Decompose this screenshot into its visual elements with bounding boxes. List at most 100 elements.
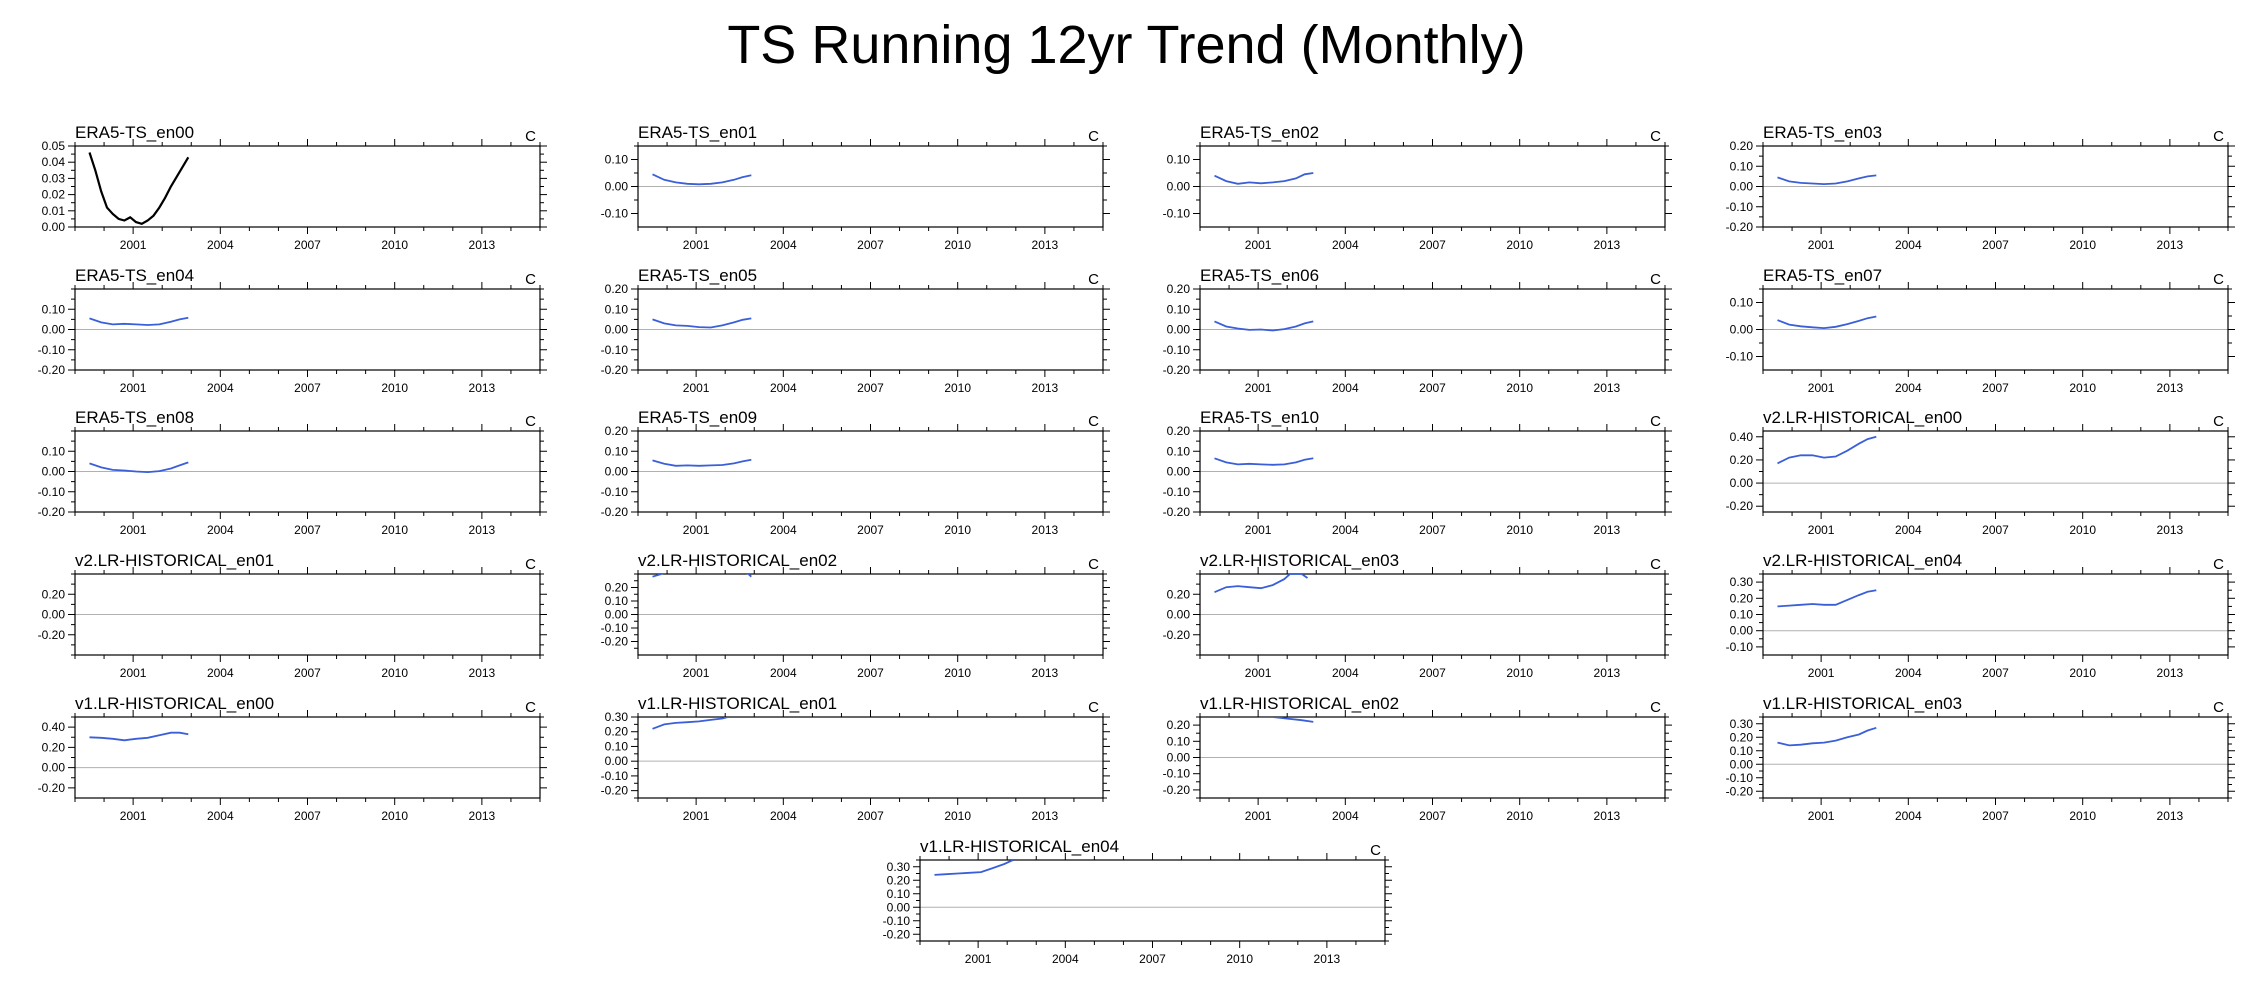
panel-v2.LR-HISTORICAL_en04: 2001 2004 2007 2010 2013 -0.10 0.00 0.10 0.20 0.3… [1726,551,2235,680]
panel-title: ERA5-TS_en01 [638,123,757,142]
series-line-ERA5-TS_en06 [1214,320,1314,332]
x-tick-label: 2001 [1245,666,1272,680]
y-tick-label: -0.20 [1726,220,1754,234]
panel-unit: C [525,699,536,716]
y-tick-label: -0.20 [38,781,66,795]
y-tick-label: -0.20 [1726,499,1754,513]
y-tick-label: -0.20 [1163,505,1191,519]
y-tick-label: -0.10 [1163,343,1191,357]
y-tick-label: 0.00 [42,220,66,234]
x-tick-label: 2007 [1982,381,2009,395]
y-tick-label: 0.10 [1167,153,1191,167]
y-tick-label: -0.20 [601,635,629,649]
plot-frame [74,716,541,799]
series-line-v1.LR-HISTORICAL_en00 [89,731,189,742]
x-tick-label: 2001 [1245,238,1272,252]
x-tick-label: 2013 [1314,952,1341,966]
panel-ERA5-TS_en00: 2001 2004 2007 2010 2013 0.00 0.01 0.02 0.03 0.04… [42,123,547,252]
y-tick-label: -0.20 [38,363,66,377]
y-tick-label: -0.20 [883,927,911,941]
x-tick-label: 2007 [857,809,884,823]
y-tick-label: 0.00 [605,323,629,337]
x-tick-label: 2004 [207,666,234,680]
x-tick-label: 2001 [1808,809,1835,823]
panel-title: ERA5-TS_en02 [1200,123,1319,142]
x-tick-label: 2010 [944,809,971,823]
y-tick-label: 0.00 [42,465,66,479]
x-tick-label: 2001 [683,238,710,252]
x-tick-label: 2007 [294,238,321,252]
panel-unit: C [2213,128,2224,145]
plot-frame [74,145,541,228]
series-line-v2.LR-HISTORICAL_en04 [1777,589,1877,608]
x-tick-label: 2007 [857,381,884,395]
x-tick-label: 2004 [207,809,234,823]
panel-title: ERA5-TS_en03 [1763,123,1882,142]
series-line-v1.LR-HISTORICAL_en04 [934,860,1014,876]
panel-ERA5-TS_en04: 2001 2004 2007 2010 2013 -0.20 -0.10 0.00 0.10 ER… [38,266,547,395]
x-tick-label: 2010 [1506,381,1533,395]
x-tick-label: 2010 [1506,523,1533,537]
panel-v1.LR-HISTORICAL_en04: 2001 2004 2007 2010 2013-0.20-0.100.000.100.… [883,837,1392,966]
y-tick-label: 0.00 [1167,751,1191,765]
x-tick-label: 2013 [469,809,496,823]
x-tick-label: 2010 [381,381,408,395]
panel-title: ERA5-TS_en07 [1763,266,1882,285]
x-tick-label: 2013 [1032,523,1059,537]
y-tick-label: 0.00 [42,761,66,775]
y-tick-label: 0.00 [1730,323,1754,337]
plot-frame [1762,716,2229,799]
y-tick-label: 0.20 [605,282,629,296]
x-tick-label: 2001 [120,666,147,680]
x-tick-label: 2007 [1419,666,1446,680]
y-tick-label: -0.20 [601,784,629,798]
x-tick-label: 2004 [207,238,234,252]
panel-title: v2.LR-HISTORICAL_en04 [1763,551,1962,570]
y-tick-label: 0.20 [605,725,629,739]
y-tick-label: 0.10 [605,444,629,458]
panel-title: ERA5-TS_en08 [75,408,194,427]
x-tick-label: 2010 [2069,666,2096,680]
x-tick-label: 2007 [857,238,884,252]
y-tick-label: 0.10 [1730,159,1754,173]
y-tick-label: -0.10 [601,621,629,635]
x-tick-label: 2013 [469,381,496,395]
x-tick-label: 2013 [1032,238,1059,252]
x-tick-label: 2001 [1808,381,1835,395]
x-tick-label: 2007 [1982,523,2009,537]
x-tick-label: 2001 [1808,523,1835,537]
series-line-ERA5-TS_en07 [1777,315,1877,330]
panel-unit: C [2213,413,2224,430]
x-tick-label: 2001 [120,809,147,823]
y-tick-label: 0.10 [605,739,629,753]
panel-unit: C [1650,699,1661,716]
x-tick-label: 2010 [944,238,971,252]
x-tick-label: 2010 [1506,238,1533,252]
y-tick-label: 0.00 [1167,465,1191,479]
y-tick-label: -0.10 [1163,207,1191,221]
panel-title: ERA5-TS_en04 [75,266,194,285]
y-tick-label: -0.10 [883,914,911,928]
x-tick-label: 2004 [1332,523,1359,537]
series-line-v1.LR-HISTORICAL_en02 [1258,717,1314,723]
panel-unit: C [1088,556,1099,573]
panel-v1.LR-HISTORICAL_en01: 2001 2004 2007 2010 2013-0.20-0.100.000.100.… [601,694,1110,823]
x-tick-label: 2004 [1332,666,1359,680]
panel-ERA5-TS_en01: 2001 2004 2007 2010 2013 -0.10 0.00 0.10 ERA5-TS… [601,123,1110,252]
panel-v1.LR-HISTORICAL_en00: 2001 2004 2007 2010 2013 -0.20 0.00 0.20 0.40 v1.… [38,694,547,823]
y-tick-label: -0.20 [1163,783,1191,797]
panel-unit: C [525,128,536,145]
y-tick-label: 0.00 [1167,608,1191,622]
y-tick-label: -0.20 [38,505,66,519]
x-tick-label: 2001 [120,523,147,537]
x-tick-label: 2013 [469,523,496,537]
y-tick-label: -0.10 [1726,640,1754,654]
x-tick-label: 2007 [1419,809,1446,823]
panel-title: ERA5-TS_en00 [75,123,194,142]
panel-unit: C [2213,699,2224,716]
y-tick-label: -0.20 [601,505,629,519]
y-tick-label: 0.30 [1730,717,1754,731]
y-tick-label: 0.20 [1730,139,1754,153]
series-line-ERA5-TS_en00 [88,152,190,225]
y-tick-label: -0.10 [601,769,629,783]
